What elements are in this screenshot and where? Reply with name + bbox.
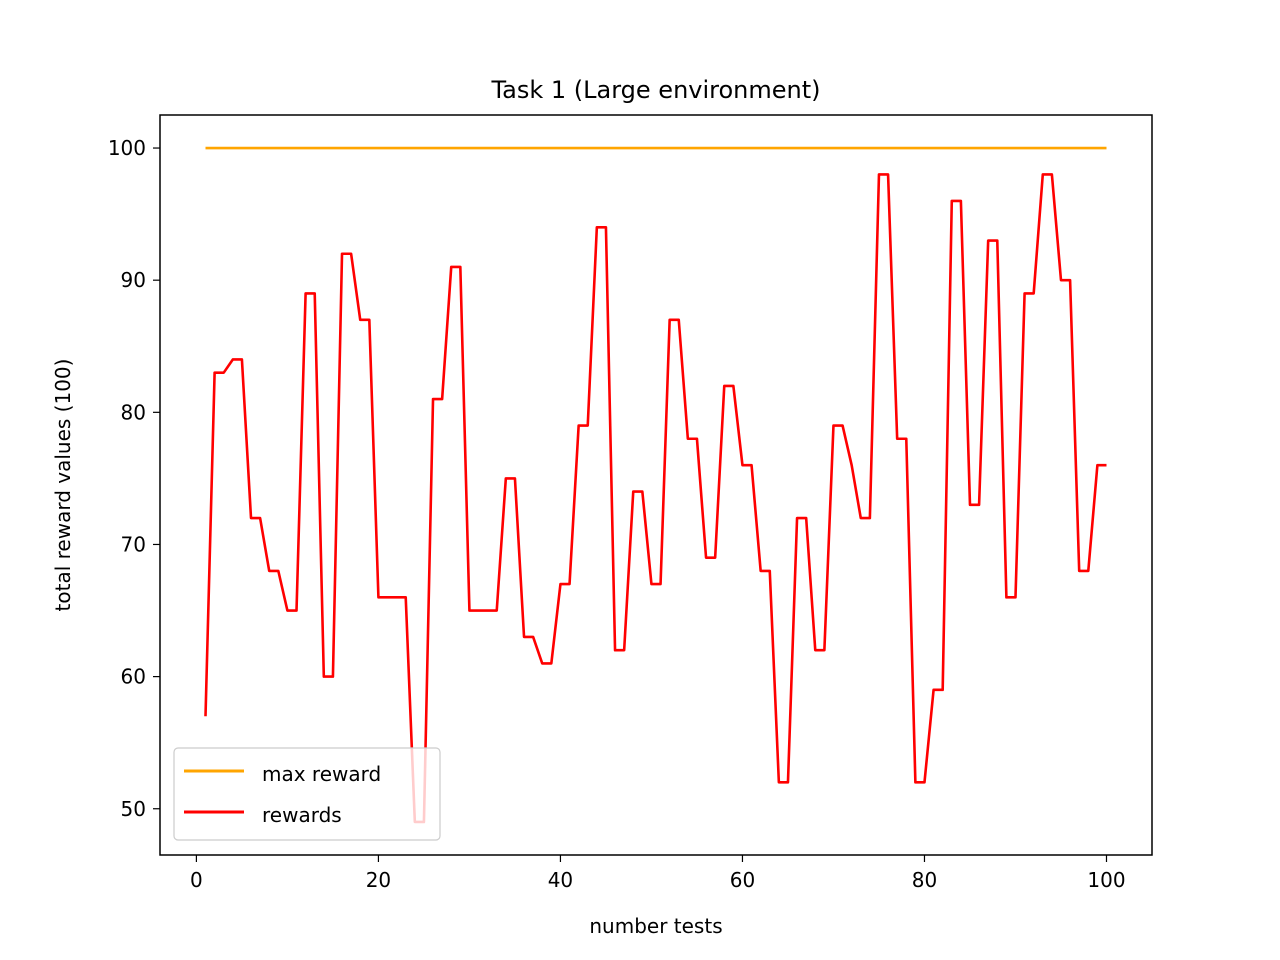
series-line-rewards: [204, 173, 1107, 824]
x-axis-label: number tests: [589, 914, 722, 938]
y-tick-label: 90: [121, 268, 146, 292]
x-axis: 0 20 40 60 80 100: [190, 855, 1126, 892]
legend-label-max-reward: max reward: [262, 762, 381, 786]
axes-background: [160, 115, 1152, 855]
x-tick-label: 80: [912, 868, 937, 892]
y-tick-label: 100: [108, 136, 146, 160]
y-axis: 50 60 70 80 90 100: [108, 136, 160, 821]
y-tick-label: 50: [121, 797, 146, 821]
chart-title: Task 1 (Large environment): [490, 76, 820, 104]
y-tick-label: 70: [121, 532, 146, 556]
axes-frame: [159, 114, 1153, 856]
plot-area: [160, 115, 1152, 855]
x-tick-label: 60: [730, 868, 755, 892]
x-tick-label: 100: [1087, 868, 1125, 892]
y-tick-label: 80: [121, 400, 146, 424]
legend: max reward rewards: [173, 747, 441, 841]
y-tick-label: 60: [121, 665, 146, 689]
x-tick-label: 40: [548, 868, 573, 892]
series-layer: [204, 146, 1107, 824]
y-axis-label: total reward values (100): [51, 359, 75, 612]
legend-label-rewards: rewards: [262, 803, 342, 827]
x-tick-label: 20: [366, 868, 391, 892]
x-tick-label: 0: [190, 868, 203, 892]
